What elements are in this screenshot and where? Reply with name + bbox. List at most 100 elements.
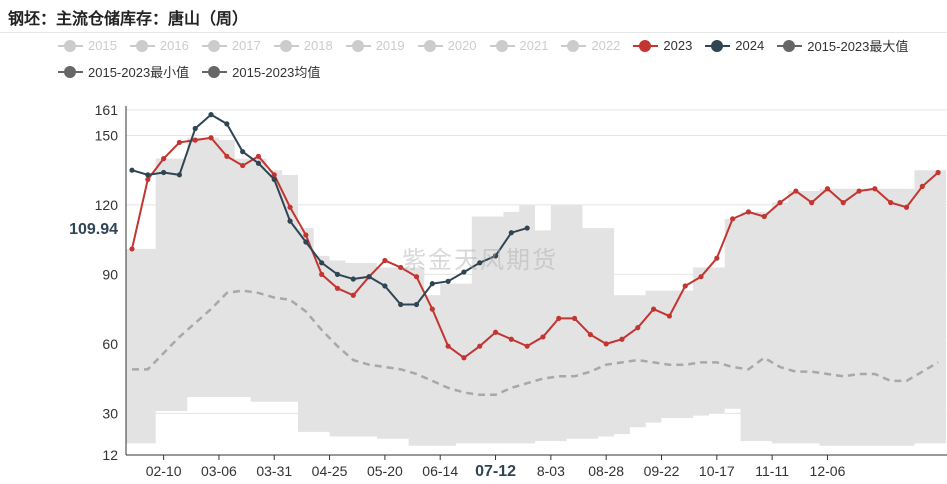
series-point-2023 [429, 306, 435, 312]
series-point-2023 [240, 162, 246, 169]
series-point-2023 [382, 257, 388, 264]
series-point-2023 [682, 283, 688, 289]
series-point-2023 [176, 139, 183, 146]
legend-item-2021[interactable]: 2021 [489, 36, 549, 55]
chart-title: 钢坯：主流仓储库存：唐山（周） [8, 9, 249, 28]
legend-swatch-icon [417, 39, 443, 53]
x-tick-label: 07-12 [475, 463, 516, 480]
series-point-2023 [603, 341, 609, 347]
series-point-2023 [919, 183, 925, 190]
series-point-2023 [508, 336, 514, 342]
legend-item-2015-2023最大值[interactable]: 2015-2023最大值 [777, 36, 908, 55]
series-point-2024 [287, 218, 293, 224]
series-point-2024 [477, 260, 483, 266]
y-tick-label: 12 [102, 447, 118, 463]
series-point-2023 [635, 325, 641, 331]
series-point-2023 [398, 264, 404, 271]
series-point-2023 [714, 255, 720, 261]
legend-label: 2015 [88, 38, 117, 53]
series-point-2024 [429, 281, 435, 287]
series-point-2023 [208, 135, 214, 141]
series-point-2023 [745, 209, 752, 215]
series-point-2024 [208, 112, 214, 118]
series-point-2023 [161, 156, 167, 162]
x-tick-label: 06-14 [422, 463, 458, 479]
series-point-2024 [398, 301, 404, 308]
legend-swatch-icon [489, 39, 515, 53]
series-point-2023 [935, 169, 941, 176]
legend-label: 2016 [159, 38, 189, 53]
series-point-2024 [413, 301, 420, 308]
series-point-2024 [319, 260, 325, 266]
series-point-2024 [303, 239, 309, 245]
series-point-2023 [571, 315, 578, 321]
series-point-2023 [666, 313, 672, 319]
x-tick-label: 10-17 [699, 463, 735, 479]
series-point-2023 [413, 274, 420, 280]
series-point-2023 [224, 153, 230, 159]
series-point-2023 [192, 137, 198, 143]
legend-item-2020[interactable]: 2020 [417, 36, 477, 55]
series-point-2023 [145, 176, 151, 183]
series-point-2023 [856, 188, 862, 194]
legend-item-2019[interactable]: 2019 [345, 36, 405, 55]
x-tick-label: 02-10 [146, 463, 182, 479]
series-line-2024 [131, 113, 528, 306]
legend-item-2018[interactable]: 2018 [273, 36, 333, 55]
legend-swatch-icon [201, 39, 227, 53]
series-point-2024 [334, 271, 341, 277]
legend-item-2015[interactable]: 2015 [58, 36, 117, 55]
series-point-2024 [461, 269, 467, 275]
x-tick-label: 03-31 [256, 463, 292, 479]
series-point-2023 [255, 153, 262, 159]
legend-swatch-icon [202, 65, 228, 79]
series-point-2023 [334, 285, 341, 291]
legend-label: 2021 [519, 38, 549, 53]
legend-label: 2015-2023最大值 [807, 39, 909, 54]
series-point-2023 [129, 246, 135, 252]
series-point-2023 [824, 186, 831, 192]
series-point-2024 [382, 283, 388, 289]
series-point-2024 [492, 253, 499, 259]
series-point-2024 [129, 167, 135, 173]
legend-label: 2022 [591, 38, 621, 53]
series-point-2023 [540, 334, 546, 340]
legend-item-2024[interactable]: 2024 [705, 36, 764, 55]
series-point-2024 [224, 121, 230, 127]
legend-item-2017[interactable]: 2017 [201, 36, 261, 55]
series-point-2023 [840, 200, 846, 206]
y-tick-label: 30 [102, 405, 118, 421]
series-line-avg [132, 289, 939, 397]
legend-item-2023[interactable]: 2023 [633, 36, 692, 55]
series-point-2023 [809, 200, 815, 206]
legend-item-2022[interactable]: 2022 [561, 36, 620, 55]
x-tick-label: 05-20 [367, 463, 403, 479]
legend-swatch-icon [561, 39, 587, 53]
y-tick-label: 60 [102, 336, 118, 352]
legend-item-2015-2023最小值[interactable]: 2015-2023最小值 [58, 62, 189, 81]
series-point-2023 [303, 232, 309, 238]
series-point-2023 [445, 343, 451, 349]
series-point-2023 [477, 343, 483, 349]
legend-item-2015-2023均值[interactable]: 2015-2023均值 [202, 62, 320, 81]
x-tick-label: 09-22 [644, 463, 680, 479]
legend-swatch-icon [273, 39, 299, 53]
x-tick-label: 03-06 [201, 463, 237, 479]
x-tick-label: 04-25 [312, 463, 348, 479]
series-point-2024 [255, 160, 262, 166]
legend-swatch-icon [777, 39, 803, 53]
x-tick-label: 11-11 [755, 463, 789, 479]
legend-swatch-icon [345, 39, 371, 53]
series-point-2023 [461, 355, 467, 361]
series-point-2023 [903, 204, 910, 210]
series-point-2023 [730, 216, 736, 222]
legend-label: 2018 [303, 38, 333, 53]
series-point-2024 [350, 276, 356, 282]
legend-item-2016[interactable]: 2016 [129, 36, 189, 55]
series-point-2024 [524, 225, 530, 231]
series-point-2023 [524, 343, 530, 349]
x-tick-label: 8-03 [537, 463, 565, 479]
legend-label: 2015-2023最小值 [88, 65, 190, 80]
watermark: 紫金天风期货 [402, 246, 558, 274]
legend-label: 2024 [735, 38, 765, 53]
